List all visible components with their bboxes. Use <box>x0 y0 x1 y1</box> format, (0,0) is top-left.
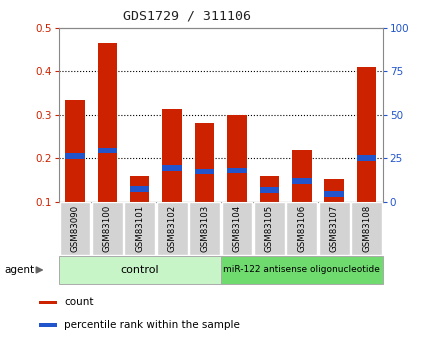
Bar <box>92 202 122 255</box>
Bar <box>194 124 214 202</box>
Text: GSM83108: GSM83108 <box>361 205 370 252</box>
Text: GSM83104: GSM83104 <box>232 205 241 252</box>
Text: agent: agent <box>4 265 34 275</box>
Bar <box>162 165 181 171</box>
Text: GSM83105: GSM83105 <box>264 205 273 252</box>
Text: GSM83103: GSM83103 <box>200 205 209 252</box>
Text: GSM83090: GSM83090 <box>70 205 79 252</box>
Bar <box>194 168 214 174</box>
Bar <box>291 178 311 184</box>
Bar <box>253 202 284 255</box>
Bar <box>189 202 220 255</box>
Text: miR-122 antisense oligonucleotide: miR-122 antisense oligonucleotide <box>223 265 379 275</box>
Bar <box>324 191 343 197</box>
Bar <box>318 202 349 255</box>
Bar <box>221 202 252 255</box>
Text: GSM83102: GSM83102 <box>167 205 176 252</box>
Bar <box>356 156 375 161</box>
Text: count: count <box>64 297 93 307</box>
Bar <box>324 179 343 202</box>
Bar <box>97 148 117 153</box>
Bar <box>227 168 246 173</box>
Text: percentile rank within the sample: percentile rank within the sample <box>64 320 239 330</box>
Bar <box>259 187 279 193</box>
Text: GSM83101: GSM83101 <box>135 205 144 252</box>
Bar <box>227 115 246 202</box>
Bar <box>286 202 316 255</box>
Bar <box>39 301 57 304</box>
Text: GSM83100: GSM83100 <box>102 205 112 252</box>
Bar <box>156 202 187 255</box>
Text: GSM83106: GSM83106 <box>296 205 306 252</box>
Bar <box>59 202 90 255</box>
Bar <box>124 202 155 255</box>
Bar <box>259 176 279 202</box>
Bar <box>356 67 375 202</box>
Bar <box>65 100 85 202</box>
Bar <box>162 109 181 202</box>
Bar <box>220 256 382 284</box>
Bar <box>59 256 220 284</box>
Text: GSM83107: GSM83107 <box>329 205 338 252</box>
Bar <box>65 153 85 159</box>
Text: control: control <box>120 265 159 275</box>
Bar <box>130 176 149 202</box>
Bar <box>291 150 311 202</box>
Bar <box>39 324 57 326</box>
Bar <box>97 43 117 202</box>
Bar <box>350 202 381 255</box>
Text: GDS1729 / 311106: GDS1729 / 311106 <box>123 10 250 23</box>
Bar <box>130 186 149 191</box>
